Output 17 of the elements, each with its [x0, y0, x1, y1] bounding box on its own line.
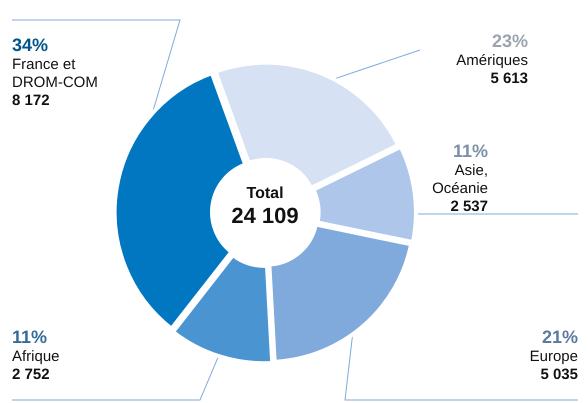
data-label: 2 537: [449, 198, 488, 216]
text: Total: [245, 185, 285, 203]
text: 24 109: [230, 203, 300, 229]
slice-label: France et DROM-COM: [12, 56, 99, 92]
data-label: 2 752: [12, 366, 51, 384]
slice-label: Europe: [528, 348, 578, 366]
text: 34%: [12, 35, 48, 55]
slice-label: Asie, Océanie: [431, 162, 488, 198]
slice-label: Amériques: [455, 52, 528, 70]
text: 11%: [12, 327, 48, 347]
text: 21%: [542, 327, 578, 347]
slice-label: Afrique: [12, 348, 61, 366]
text: 23%: [492, 31, 528, 51]
data-label: 8 172: [12, 92, 51, 110]
data-label: 5 035: [539, 366, 578, 384]
data-label: 5 613: [489, 70, 528, 88]
text: 11%: [452, 141, 488, 161]
